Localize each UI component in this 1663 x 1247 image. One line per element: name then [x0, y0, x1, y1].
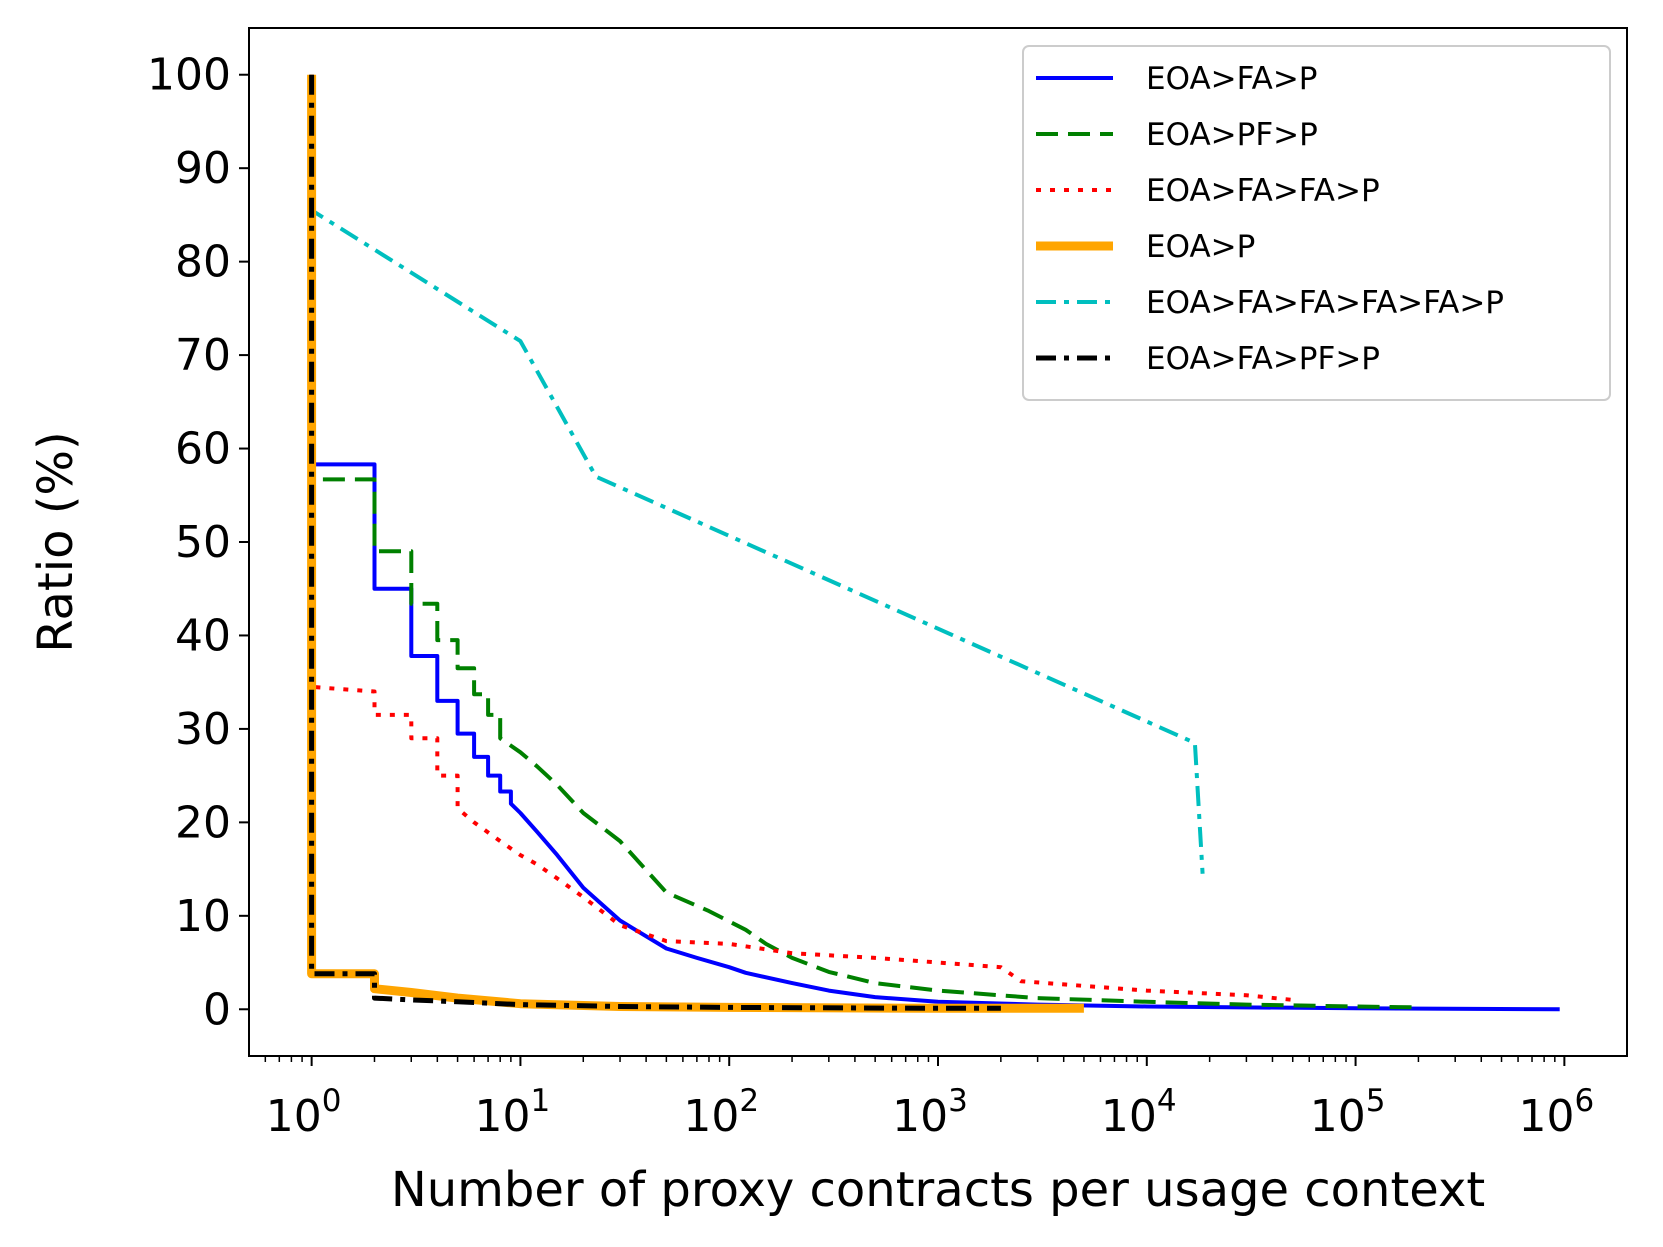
x-tick-label: 102 — [683, 1083, 759, 1142]
legend-box — [1022, 45, 1611, 401]
x-tick-label: 100 — [266, 1083, 342, 1142]
x-tick-base: 10 — [475, 1091, 531, 1142]
x-tick-exponent: 1 — [531, 1083, 551, 1119]
x-tick-exponent: 4 — [1157, 1083, 1177, 1119]
x-tick-exponent: 6 — [1574, 1083, 1594, 1119]
x-tick-base: 10 — [1518, 1091, 1574, 1142]
legend: EOA>FA>P EOA>PF>P EOA>FA>FA>P EOA>P EOA>FA>F… — [1022, 45, 1611, 401]
legend-label: EOA>P — [1146, 229, 1255, 265]
series-line-eoa-pf-p — [309, 74, 1419, 1010]
x-tick-label: 101 — [475, 1083, 551, 1142]
y-tick-label: 60 — [175, 424, 231, 475]
x-tick-exponent: 5 — [1366, 1083, 1386, 1119]
x-tick-base: 10 — [1310, 1091, 1366, 1142]
y-axis: 0 10 20 30 40 50 60 70 80 90 100 — [147, 50, 249, 1035]
legend-label: EOA>FA>P — [1146, 61, 1317, 97]
x-tick-base: 10 — [683, 1091, 739, 1142]
series-line-eoa-fa-pf-p — [309, 74, 1001, 1011]
x-tick-label: 105 — [1310, 1083, 1386, 1142]
y-tick-label: 0 — [203, 984, 231, 1035]
x-tick-label: 104 — [1101, 1083, 1177, 1142]
x-tick-base: 10 — [266, 1091, 322, 1142]
y-tick-label: 90 — [175, 143, 231, 194]
legend-label: EOA>FA>FA>P — [1146, 173, 1380, 209]
x-tick-base: 10 — [892, 1091, 948, 1142]
y-tick-label: 70 — [175, 330, 231, 381]
y-tick-label: 10 — [175, 891, 231, 942]
series-line-eoa-fa-fa-p — [309, 74, 1293, 1002]
x-tick-exponent: 3 — [948, 1083, 968, 1119]
legend-label: EOA>FA>FA>FA>FA>P — [1146, 285, 1504, 321]
x-axis: 100 101 102 103 104 105 106 — [264, 1056, 1594, 1142]
x-tick-exponent: 0 — [322, 1083, 342, 1119]
y-tick-label: 80 — [175, 237, 231, 288]
legend-label: EOA>FA>PF>P — [1146, 341, 1380, 377]
x-tick-base: 10 — [1101, 1091, 1157, 1142]
x-tick-label: 106 — [1518, 1083, 1594, 1142]
legend-label: EOA>PF>P — [1146, 117, 1318, 153]
series-layer — [307, 74, 1560, 1013]
x-tick-label: 103 — [892, 1083, 968, 1142]
x-axis-label: Number of proxy contracts per usage cont… — [391, 1162, 1485, 1218]
y-tick-label: 100 — [147, 50, 231, 101]
y-tick-label: 40 — [175, 610, 231, 661]
y-tick-label: 20 — [175, 797, 231, 848]
y-tick-label: 30 — [175, 704, 231, 755]
y-tick-label: 50 — [175, 517, 231, 568]
series-line-eoa-fa-p — [309, 74, 1560, 1012]
x-tick-exponent: 2 — [739, 1083, 759, 1119]
y-axis-label: Ratio (%) — [28, 431, 84, 653]
